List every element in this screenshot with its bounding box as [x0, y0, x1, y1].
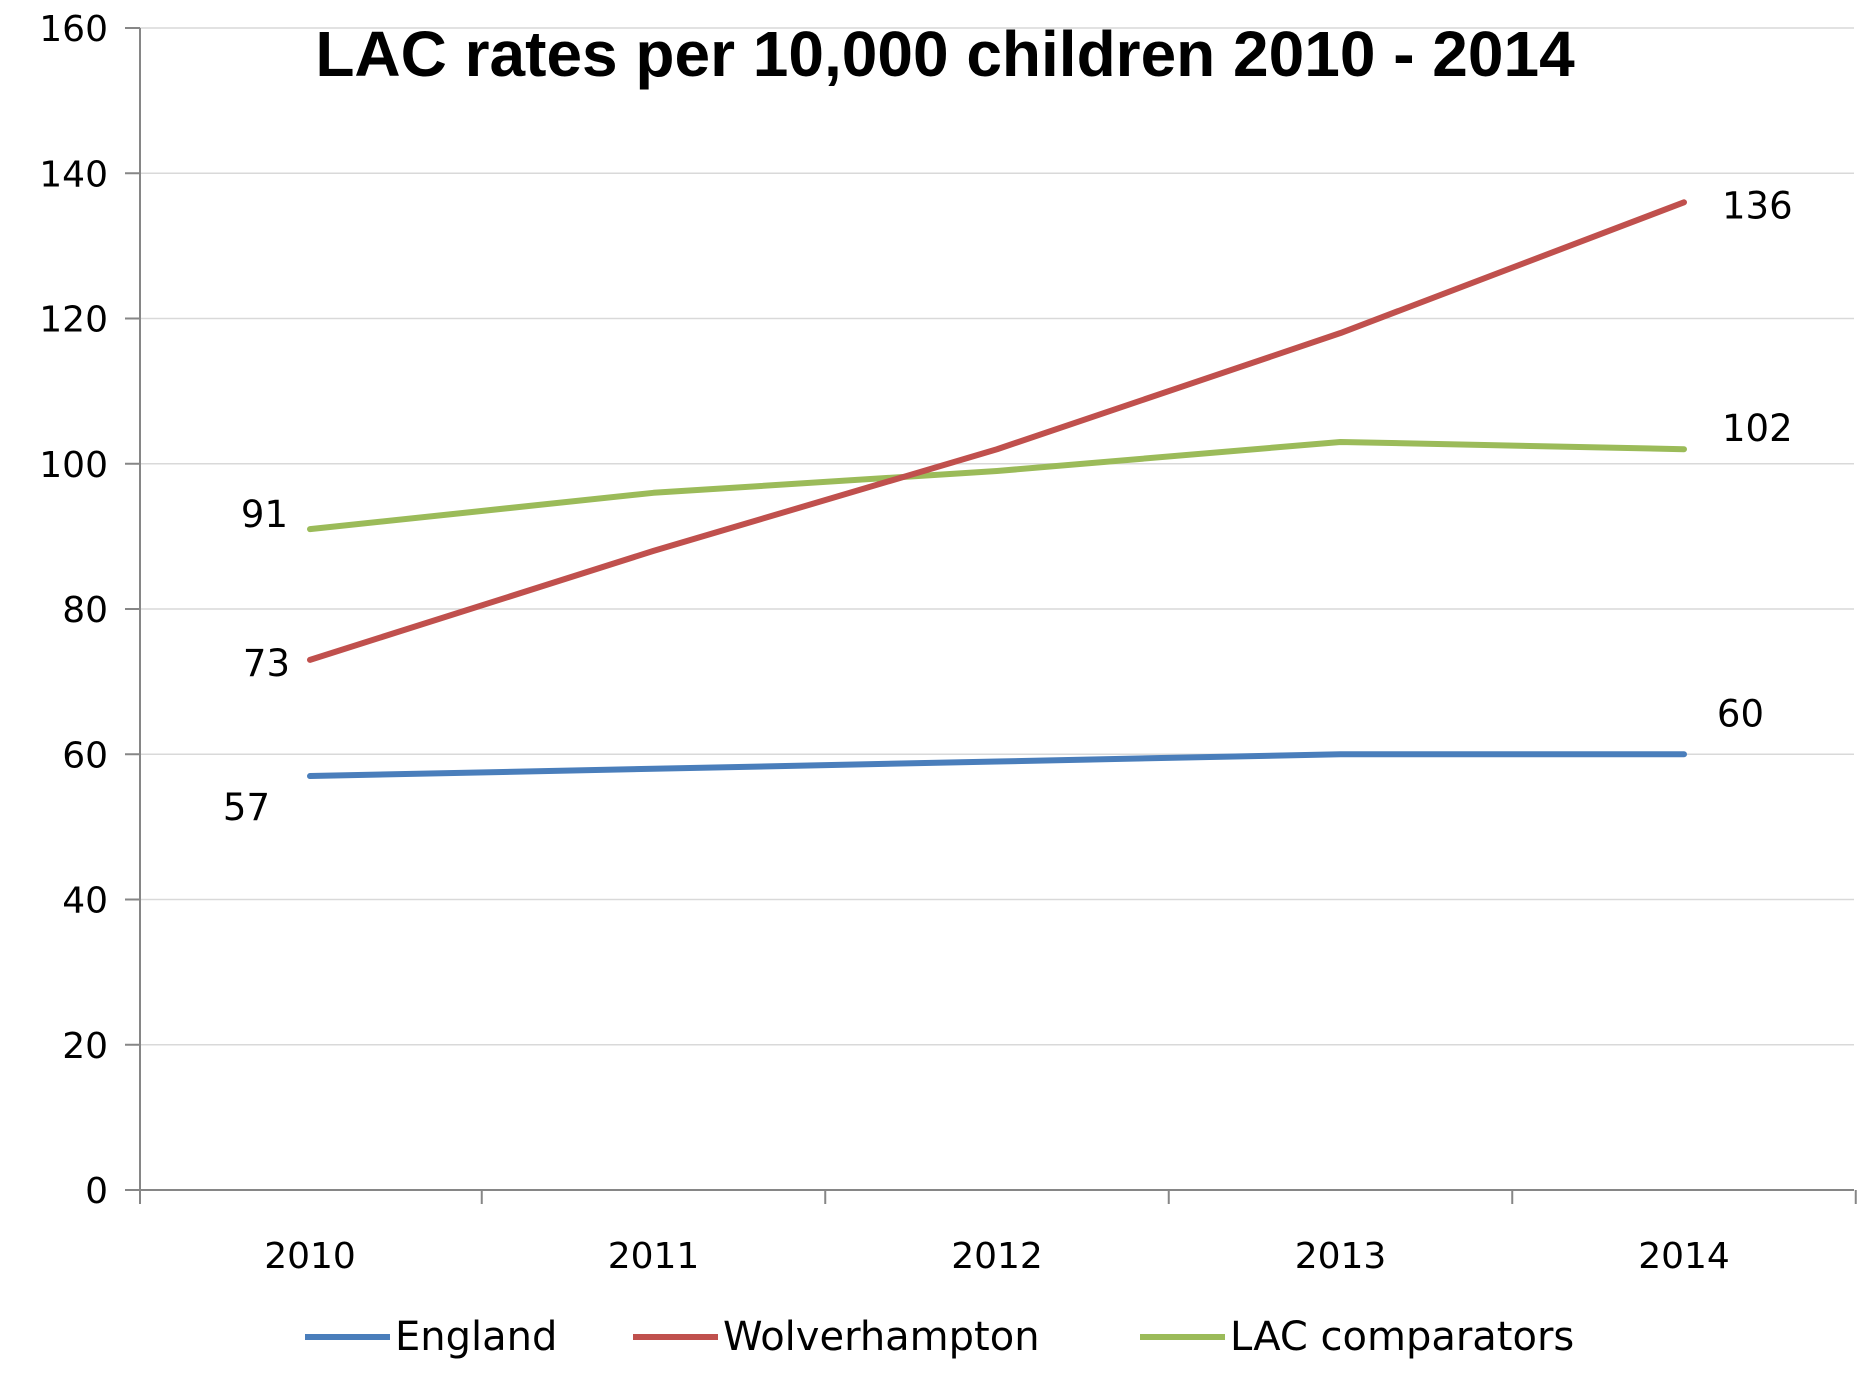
- gridlines: [140, 27, 1854, 1046]
- series-line-wolverhampton: [307, 199, 1687, 663]
- data-label-england-2014: 60: [1717, 692, 1764, 735]
- y-tick-label-40: 40: [62, 881, 108, 922]
- x-tick-label-2014: 2014: [1638, 1236, 1730, 1277]
- series-line-england: [307, 751, 1687, 780]
- y-tick-label-0: 0: [85, 1171, 108, 1212]
- data-label-wolverhampton-2010: 73: [243, 642, 290, 685]
- chart-title: LAC rates per 10,000 children 2010 - 201…: [315, 18, 1575, 90]
- data-label-england-2010: 57: [223, 786, 270, 829]
- y-tick-label-140: 140: [39, 154, 108, 195]
- y-tick-label-160: 160: [39, 9, 108, 50]
- data-label-lac-comparators-2014: 102: [1722, 407, 1793, 450]
- legend-label-wolverhampton: Wolverhampton: [723, 1314, 1040, 1360]
- legend: England Wolverhampton LAC comparators: [305, 1314, 1574, 1360]
- legend-label-lac-comparators: LAC comparators: [1230, 1314, 1574, 1360]
- y-tick-label-120: 120: [39, 300, 108, 341]
- x-tick-label-2011: 2011: [608, 1236, 700, 1277]
- data-label-wolverhampton-2014: 136: [1722, 184, 1793, 227]
- x-tick-label-2012: 2012: [951, 1236, 1043, 1277]
- y-tick-label-80: 80: [62, 590, 108, 631]
- series-line-lac-comparators: [307, 438, 1687, 533]
- data-labels: 57 60 73 136 91 102: [223, 184, 1793, 829]
- x-axis-ticks: 2010 2011 2012 2013 2014: [139, 1190, 1857, 1277]
- y-tick-label-100: 100: [39, 445, 108, 486]
- y-tick-label-20: 20: [62, 1026, 108, 1067]
- y-tick-label-60: 60: [62, 735, 108, 776]
- y-axis-ticks: 0 20 40 60 80 100 120 140 160: [39, 9, 140, 1212]
- series-lines: [307, 199, 1687, 780]
- x-tick-label-2013: 2013: [1295, 1236, 1387, 1277]
- legend-label-england: England: [395, 1314, 557, 1360]
- x-tick-label-2010: 2010: [264, 1236, 356, 1277]
- data-label-lac-comparators-2010: 91: [241, 493, 288, 536]
